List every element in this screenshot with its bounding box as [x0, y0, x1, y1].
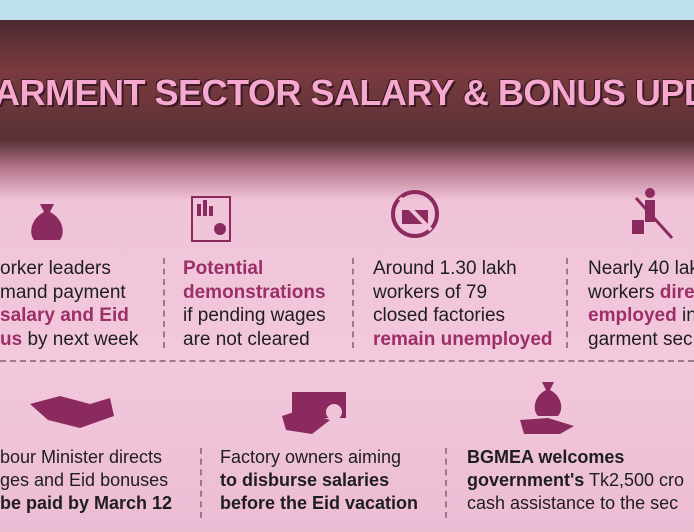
text-segment: BGMEA welcomes: [467, 447, 625, 467]
info-item: bour Minister directs ges and Eid bonuses…: [0, 446, 172, 515]
text-segment: bour Minister directs: [0, 447, 163, 467]
text-line: Nearly 40 lak: [588, 257, 694, 281]
text-segment: remain unemployed: [373, 328, 553, 350]
text-segment: employed: [588, 305, 677, 326]
text-line: orker leaders: [0, 257, 138, 281]
divider: [445, 448, 447, 518]
text-segment: Nearly 40 lak: [588, 258, 694, 279]
text-segment: to disburse salaries: [220, 470, 390, 490]
text-line: workers direc: [588, 281, 694, 305]
text-line: demonstrations: [183, 281, 326, 305]
text-segment: us: [0, 328, 23, 350]
text-line: be paid by March 12: [0, 492, 172, 515]
text-line: bour Minister directs: [0, 446, 172, 469]
text-segment: workers: [588, 281, 660, 303]
text-line: ges and Eid bonuses: [0, 469, 172, 492]
divider: [566, 258, 568, 348]
divider: [0, 360, 694, 362]
text-segment: closed factories: [373, 305, 506, 326]
text-segment: mand payment: [0, 281, 126, 303]
text-line: before the Eid vacation: [220, 492, 418, 515]
info-item: Factory owners aiming to disburse salarie…: [220, 446, 418, 515]
divider: [200, 448, 202, 518]
text-segment: be paid by March 12: [0, 493, 173, 513]
text-segment: Around 1.30 lakh: [373, 258, 517, 279]
divider: [352, 258, 354, 348]
text-line: workers of 79: [373, 281, 553, 305]
text-segment: ges and Eid bonuses: [0, 470, 169, 490]
text-segment: demonstrations: [183, 281, 326, 303]
text-segment: government's: [467, 470, 585, 490]
text-line: to disburse salaries: [220, 469, 418, 492]
info-item: orker leaders mand payment salary and Eid u…: [0, 257, 138, 351]
info-item: Around 1.30 lakh workers of 79 closed fact…: [373, 257, 553, 351]
text-segment: direc: [659, 281, 694, 303]
text-segment: if pending wages: [183, 305, 326, 326]
divider: [163, 258, 165, 348]
title: ARMENT SECTOR SALARY & BONUS UPDA: [0, 72, 694, 113]
text-segment: orker leaders: [0, 258, 111, 279]
text-segment: Factory owners aiming: [220, 447, 402, 467]
text-segment: before the Eid vacation: [220, 493, 419, 513]
text-line: government's Tk2,500 cro: [467, 469, 684, 492]
info-item: BGMEA welcomes government's Tk2,500 cro ca…: [467, 446, 684, 515]
text-line: us by next week: [0, 328, 138, 352]
text-line: employed in: [588, 304, 694, 328]
text-line: BGMEA welcomes: [467, 446, 684, 469]
text-segment: by next week: [22, 328, 139, 350]
text-line: Potential: [183, 257, 326, 281]
text-line: cash assistance to the sec: [467, 492, 684, 515]
text-segment: Potential: [183, 258, 264, 279]
text-segment: garment sec: [588, 328, 693, 350]
text-line: Around 1.30 lakh: [373, 257, 553, 281]
text-line: are not cleared: [183, 328, 326, 352]
text-line: closed factories: [373, 304, 553, 328]
text-segment: workers of 79: [373, 281, 488, 303]
text-segment: salary and Eid: [0, 305, 129, 326]
text-line: remain unemployed: [373, 328, 553, 352]
text-segment: cash assistance to the sec: [467, 493, 679, 513]
text-segment: are not cleared: [183, 328, 310, 350]
text-segment: in: [681, 305, 694, 326]
text-line: if pending wages: [183, 304, 326, 328]
text-line: Factory owners aiming: [220, 446, 418, 469]
text-segment: Tk2,500 cro: [584, 470, 685, 490]
info-item: Potential demonstrations if pending wages a…: [183, 257, 326, 351]
text-line: garment sec: [588, 328, 694, 352]
text-line: mand payment: [0, 281, 138, 305]
text-line: salary and Eid: [0, 304, 138, 328]
